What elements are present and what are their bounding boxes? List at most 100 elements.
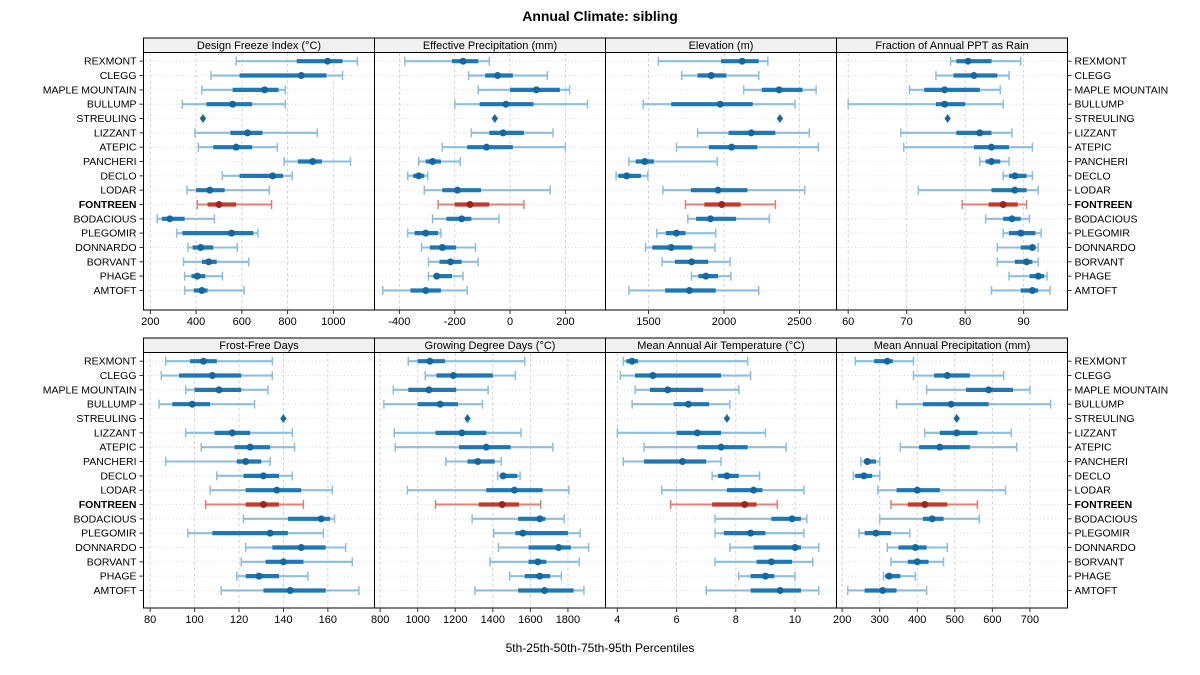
median-dot bbox=[482, 443, 490, 451]
percentile-glyph bbox=[661, 257, 731, 267]
percentile-glyph bbox=[393, 428, 522, 438]
percentile-glyph bbox=[847, 99, 1004, 109]
median-dot bbox=[987, 143, 995, 151]
median-dot bbox=[1017, 229, 1025, 237]
percentile-glyph bbox=[890, 500, 979, 509]
percentile-glyph bbox=[714, 514, 808, 524]
station-label-left: STREULING bbox=[76, 413, 136, 425]
percentile-glyph bbox=[187, 242, 239, 252]
percentile-glyph bbox=[656, 228, 717, 238]
median-dot bbox=[458, 215, 466, 223]
percentile-glyph bbox=[847, 585, 928, 595]
diamond-marker bbox=[280, 414, 287, 423]
percentile-glyph bbox=[615, 171, 649, 181]
median-dot bbox=[519, 529, 527, 537]
x-tick-label: 500 bbox=[946, 614, 964, 626]
median-dot bbox=[716, 100, 724, 108]
station-label-right: DECLO bbox=[1075, 470, 1111, 482]
median-dot bbox=[921, 501, 929, 508]
percentile-glyph bbox=[729, 542, 820, 552]
station-label-right: PHAGE bbox=[1075, 571, 1112, 583]
median-dot bbox=[324, 57, 332, 65]
station-label-left: LIZZANT bbox=[94, 127, 137, 139]
percentile-glyph bbox=[431, 214, 500, 224]
percentile-glyph bbox=[404, 56, 491, 66]
station-label-right: BODACIOUS bbox=[1075, 213, 1138, 225]
percentile-glyph bbox=[184, 428, 294, 438]
percentile-glyph bbox=[622, 356, 749, 366]
median-dot bbox=[498, 501, 506, 508]
station-label-left: REXMONT bbox=[84, 356, 137, 368]
station-label-right: PANCHERI bbox=[1075, 156, 1128, 168]
median-dot bbox=[259, 472, 267, 480]
percentile-glyph bbox=[714, 557, 814, 567]
percentile-glyph bbox=[183, 271, 224, 281]
x-tick-label: 800 bbox=[278, 316, 296, 328]
percentile-glyph bbox=[935, 71, 1010, 81]
panel-body bbox=[374, 51, 606, 311]
station-label-right: PANCHERI bbox=[1075, 456, 1128, 468]
median-dot bbox=[913, 558, 921, 566]
percentile-glyph bbox=[164, 457, 271, 467]
median-dot bbox=[208, 372, 216, 380]
median-dot bbox=[649, 372, 657, 380]
median-dot bbox=[449, 372, 457, 380]
median-dot bbox=[1011, 186, 1019, 194]
median-dot bbox=[941, 86, 949, 94]
median-dot bbox=[466, 201, 474, 208]
percentile-glyph bbox=[392, 385, 489, 395]
percentile-glyph bbox=[441, 142, 567, 152]
percentile-glyph bbox=[628, 157, 718, 167]
station-label-left: DONNARDO bbox=[75, 242, 136, 254]
percentile-glyph bbox=[474, 585, 585, 595]
median-dot bbox=[536, 515, 544, 523]
x-tick-label: 4 bbox=[614, 614, 620, 626]
x-tick-label: -400 bbox=[388, 316, 410, 328]
panel-body bbox=[605, 351, 837, 609]
single-value-diamond bbox=[464, 414, 471, 423]
median-dot bbox=[872, 529, 880, 537]
median-dot bbox=[206, 186, 214, 194]
x-tick-label: 400 bbox=[908, 614, 926, 626]
single-value-diamond bbox=[723, 414, 731, 423]
single-value-diamond bbox=[953, 414, 960, 423]
percentile-glyph bbox=[236, 571, 309, 581]
panel-header-label: Frost-Free Days bbox=[219, 340, 299, 352]
percentile-glyph bbox=[714, 528, 805, 538]
single-value-diamond bbox=[199, 114, 207, 123]
median-dot bbox=[279, 558, 287, 566]
median-dot bbox=[776, 586, 784, 594]
median-dot bbox=[964, 57, 972, 65]
median-dot bbox=[936, 443, 944, 451]
median-dot bbox=[422, 286, 430, 294]
station-label-left: LODAR bbox=[100, 185, 137, 197]
median-dot bbox=[723, 472, 731, 480]
percentile-glyph bbox=[696, 128, 811, 138]
station-label-right: DECLO bbox=[1075, 170, 1111, 182]
median-dot bbox=[499, 472, 507, 480]
median-dot bbox=[232, 143, 240, 151]
panel-header bbox=[836, 337, 1068, 353]
station-label-left: LODAR bbox=[100, 485, 137, 497]
percentile-glyph bbox=[470, 128, 554, 138]
median-dot bbox=[987, 158, 995, 166]
percentile-glyph bbox=[220, 585, 360, 595]
median-dot bbox=[953, 429, 961, 437]
percentile-glyph bbox=[283, 157, 352, 167]
percentile-glyph bbox=[860, 457, 881, 467]
median-dot bbox=[767, 558, 775, 566]
percentile-glyph bbox=[197, 142, 279, 152]
station-label-left: PHAGE bbox=[100, 271, 137, 283]
single-value-diamond bbox=[776, 114, 784, 123]
station-label-right: BORVANT bbox=[1075, 556, 1125, 568]
station-label-right: MAPLE MOUNTAIN bbox=[1075, 84, 1169, 96]
station-label-right: DONNARDO bbox=[1075, 542, 1136, 554]
station-label-right: AMTOFT bbox=[1075, 585, 1119, 597]
panel-body bbox=[836, 351, 1068, 609]
median-dot bbox=[1028, 243, 1036, 251]
percentile-glyph bbox=[979, 157, 1010, 167]
median-dot bbox=[199, 357, 207, 365]
percentile-glyph bbox=[186, 185, 271, 195]
station-label-left: DECLO bbox=[100, 170, 136, 182]
station-label-left: PLEGOMIR bbox=[81, 228, 137, 240]
